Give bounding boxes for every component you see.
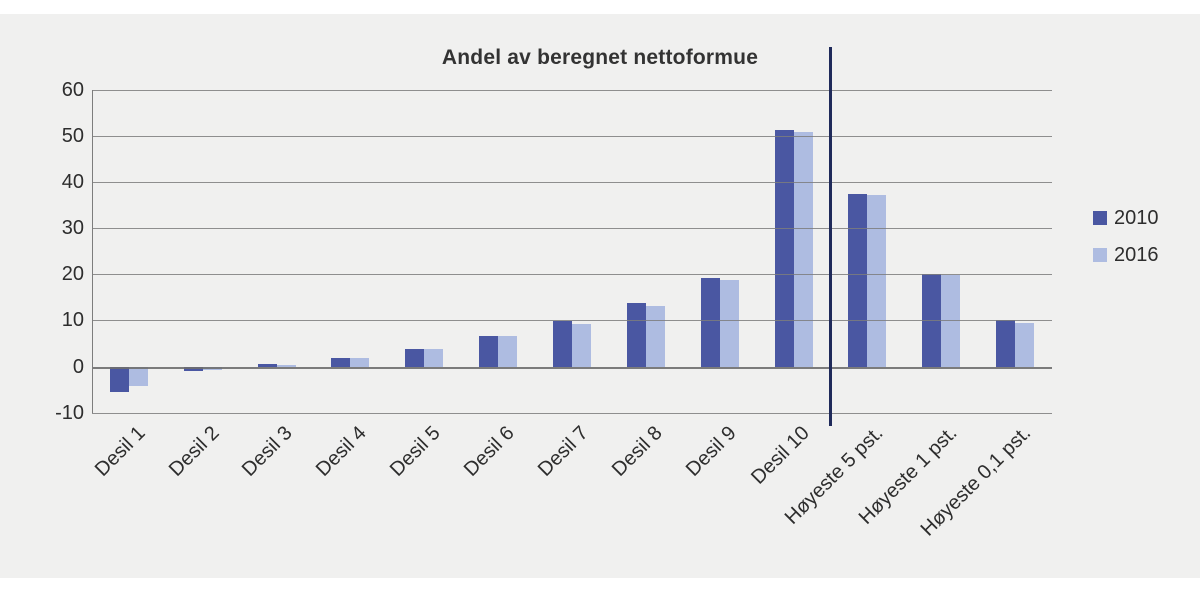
gridline-y--10 bbox=[92, 412, 1052, 414]
bar-2016-desil-4 bbox=[350, 358, 370, 367]
bar-2010-desil-1 bbox=[109, 366, 129, 393]
gridline-y-60 bbox=[92, 89, 1052, 91]
decile-top-divider-line bbox=[828, 47, 832, 426]
y-tick-label-60: 60 bbox=[61, 78, 84, 101]
bar-2016-desil-7 bbox=[572, 323, 591, 367]
bar-2010-h-yeste-0-1-pst bbox=[996, 320, 1016, 367]
y-tick-label-20: 20 bbox=[61, 263, 84, 286]
gridline-y-40 bbox=[92, 181, 1052, 183]
bar-2016-desil-6 bbox=[498, 336, 518, 367]
y-tick-label-40: 40 bbox=[61, 170, 84, 193]
bar-2010-desil-8 bbox=[626, 303, 646, 367]
bar-2016-desil-8 bbox=[645, 306, 665, 367]
bar-2016-desil-9 bbox=[719, 280, 739, 367]
x-label-desil-6: Desil 6 bbox=[459, 422, 519, 481]
y-tick-label-30: 30 bbox=[61, 217, 84, 239]
bar-2016-h-yeste-0-1-pst bbox=[1015, 323, 1035, 367]
x-label-desil-9: Desil 9 bbox=[681, 422, 741, 481]
y-tick-label-50: 50 bbox=[61, 124, 84, 147]
bar-2016-desil-10 bbox=[793, 132, 813, 367]
x-label-desil-10: Desil 10 bbox=[747, 422, 815, 489]
legend-swatch-2010 bbox=[1093, 211, 1107, 225]
chart-panel bbox=[0, 14, 1200, 578]
bar-2010-desil-5 bbox=[405, 348, 425, 367]
bar-2010-desil-10 bbox=[774, 129, 794, 367]
x-label-desil-7: Desil 7 bbox=[533, 422, 593, 481]
gridline-y-10 bbox=[92, 320, 1052, 322]
x-label-desil-8: Desil 8 bbox=[607, 422, 667, 481]
x-label-desil-3: Desil 3 bbox=[238, 422, 298, 481]
bar-2016-desil-1 bbox=[128, 366, 148, 386]
legend-entry-2010: 2010 bbox=[1093, 208, 1159, 228]
y-tick-label-0: 0 bbox=[72, 355, 84, 378]
bar-2010-desil-4 bbox=[331, 358, 351, 367]
y-axis-line bbox=[92, 89, 93, 413]
bar-2016-desil-5 bbox=[424, 348, 444, 367]
legend-label-2010: 2010 bbox=[1114, 207, 1159, 229]
x-label-desil-4: Desil 4 bbox=[312, 422, 372, 481]
x-label-desil-5: Desil 5 bbox=[386, 422, 445, 481]
chart-title: Andel av beregnet nettoformue bbox=[441, 46, 759, 69]
bar-2010-desil-6 bbox=[479, 336, 499, 367]
bar-2010-desil-2 bbox=[183, 366, 203, 372]
x-label-desil-2: Desil 2 bbox=[164, 422, 224, 481]
x-label-desil-1: Desil 1 bbox=[90, 422, 150, 481]
legend-swatch-2016 bbox=[1093, 248, 1107, 262]
bar-2016-desil-3 bbox=[276, 364, 296, 367]
legend: 2010 2016 bbox=[1093, 208, 1159, 282]
legend-entry-2016: 2016 bbox=[1093, 245, 1159, 265]
gridline-y-0 bbox=[92, 366, 1052, 369]
y-tick-label--10: -10 bbox=[55, 401, 84, 424]
bar-2010-desil-3 bbox=[257, 364, 277, 367]
gridline-y-30 bbox=[92, 228, 1052, 229]
y-tick-label-10: 10 bbox=[61, 309, 84, 332]
gridline-y-50 bbox=[92, 135, 1052, 137]
bar-2010-desil-9 bbox=[700, 277, 720, 367]
bar-2010-h-yeste-5-pst bbox=[848, 194, 868, 367]
legend-label-2016: 2016 bbox=[1114, 244, 1159, 266]
bar-2010-desil-7 bbox=[553, 321, 572, 367]
gridline-y-20 bbox=[92, 274, 1052, 276]
bar-2016-h-yeste-5-pst bbox=[867, 194, 887, 367]
bar-2010-h-yeste-1-pst bbox=[922, 273, 942, 367]
